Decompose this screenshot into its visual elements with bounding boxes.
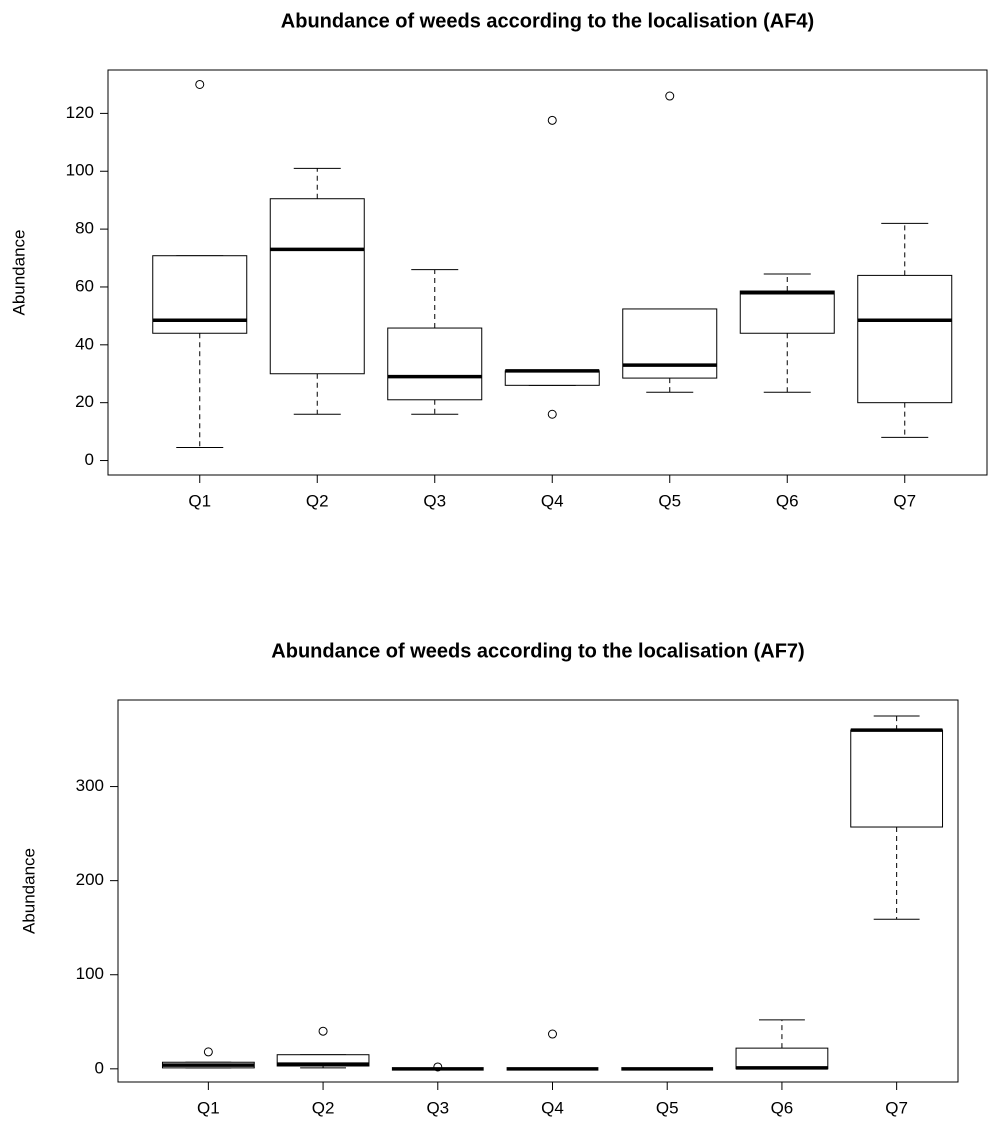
x-tick-label: Q2	[312, 1098, 335, 1117]
plot-frame	[117, 699, 959, 1083]
outlier	[547, 409, 557, 419]
outlier	[433, 1062, 443, 1072]
y-tick-label: 100	[76, 964, 104, 983]
x-tick-label: Q5	[656, 1098, 679, 1117]
outlier	[203, 1047, 213, 1057]
box	[387, 327, 483, 401]
y-tick-label: 300	[76, 776, 104, 795]
box	[739, 290, 835, 334]
x-tick-label: Q3	[423, 491, 446, 510]
plot-frame	[107, 69, 988, 476]
x-tick-label: Q2	[306, 491, 329, 510]
box	[622, 308, 718, 379]
y-tick-label: 40	[75, 334, 94, 353]
box	[504, 370, 600, 386]
y-tick-label: 100	[66, 161, 94, 180]
x-tick-label: Q6	[771, 1098, 794, 1117]
y-tick-label: 200	[76, 870, 104, 889]
x-tick-label: Q6	[776, 491, 799, 510]
x-tick-label: Q1	[197, 1098, 220, 1117]
x-tick-label: Q4	[541, 491, 564, 510]
outlier	[318, 1026, 328, 1036]
box	[269, 198, 365, 375]
y-tick-label: 60	[75, 276, 94, 295]
chart-title: Abundance of weeds according to the loca…	[271, 640, 804, 662]
x-tick-label: Q3	[426, 1098, 449, 1117]
y-tick-label: 0	[95, 1058, 104, 1077]
outlier	[195, 79, 205, 89]
box	[850, 729, 944, 828]
y-axis-label: Abundance	[9, 229, 28, 315]
y-tick-label: 0	[85, 450, 94, 469]
y-tick-label: 120	[66, 103, 94, 122]
x-tick-label: Q7	[885, 1098, 908, 1117]
x-tick-label: Q7	[893, 491, 916, 510]
y-tick-label: 20	[75, 392, 94, 411]
x-tick-label: Q5	[658, 491, 681, 510]
y-axis-label: Abundance	[19, 848, 38, 934]
outlier	[548, 1029, 557, 1039]
box	[857, 274, 953, 404]
x-tick-label: Q1	[188, 491, 211, 510]
x-tick-label: Q4	[541, 1098, 564, 1117]
outlier	[547, 115, 557, 125]
chart-title: Abundance of weeds according to the loca…	[281, 10, 814, 32]
box	[276, 1054, 370, 1067]
outlier	[665, 91, 675, 101]
y-tick-label: 80	[75, 219, 94, 238]
box	[735, 1047, 829, 1070]
